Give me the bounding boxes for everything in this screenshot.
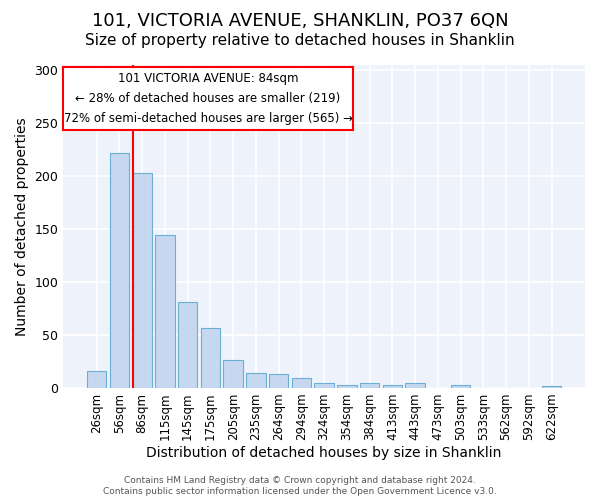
Bar bbox=[201, 328, 220, 388]
Text: 101, VICTORIA AVENUE, SHANKLIN, PO37 6QN: 101, VICTORIA AVENUE, SHANKLIN, PO37 6QN bbox=[92, 12, 508, 30]
Bar bbox=[406, 382, 425, 388]
Bar bbox=[292, 378, 311, 388]
Bar bbox=[314, 382, 334, 388]
Bar bbox=[133, 173, 152, 388]
Bar bbox=[110, 153, 129, 388]
Bar bbox=[337, 385, 356, 388]
Bar bbox=[178, 302, 197, 388]
Bar bbox=[246, 373, 266, 388]
Bar bbox=[360, 382, 379, 388]
Bar bbox=[542, 386, 561, 388]
Bar bbox=[269, 374, 289, 388]
Bar bbox=[87, 371, 106, 388]
Text: Contains public sector information licensed under the Open Government Licence v3: Contains public sector information licen… bbox=[103, 487, 497, 496]
Bar bbox=[451, 385, 470, 388]
Bar bbox=[155, 236, 175, 388]
Text: Contains HM Land Registry data © Crown copyright and database right 2024.: Contains HM Land Registry data © Crown c… bbox=[124, 476, 476, 485]
Bar bbox=[223, 360, 243, 388]
X-axis label: Distribution of detached houses by size in Shanklin: Distribution of detached houses by size … bbox=[146, 446, 502, 460]
Bar bbox=[383, 385, 402, 388]
Y-axis label: Number of detached properties: Number of detached properties bbox=[15, 117, 29, 336]
Text: Size of property relative to detached houses in Shanklin: Size of property relative to detached ho… bbox=[85, 32, 515, 48]
